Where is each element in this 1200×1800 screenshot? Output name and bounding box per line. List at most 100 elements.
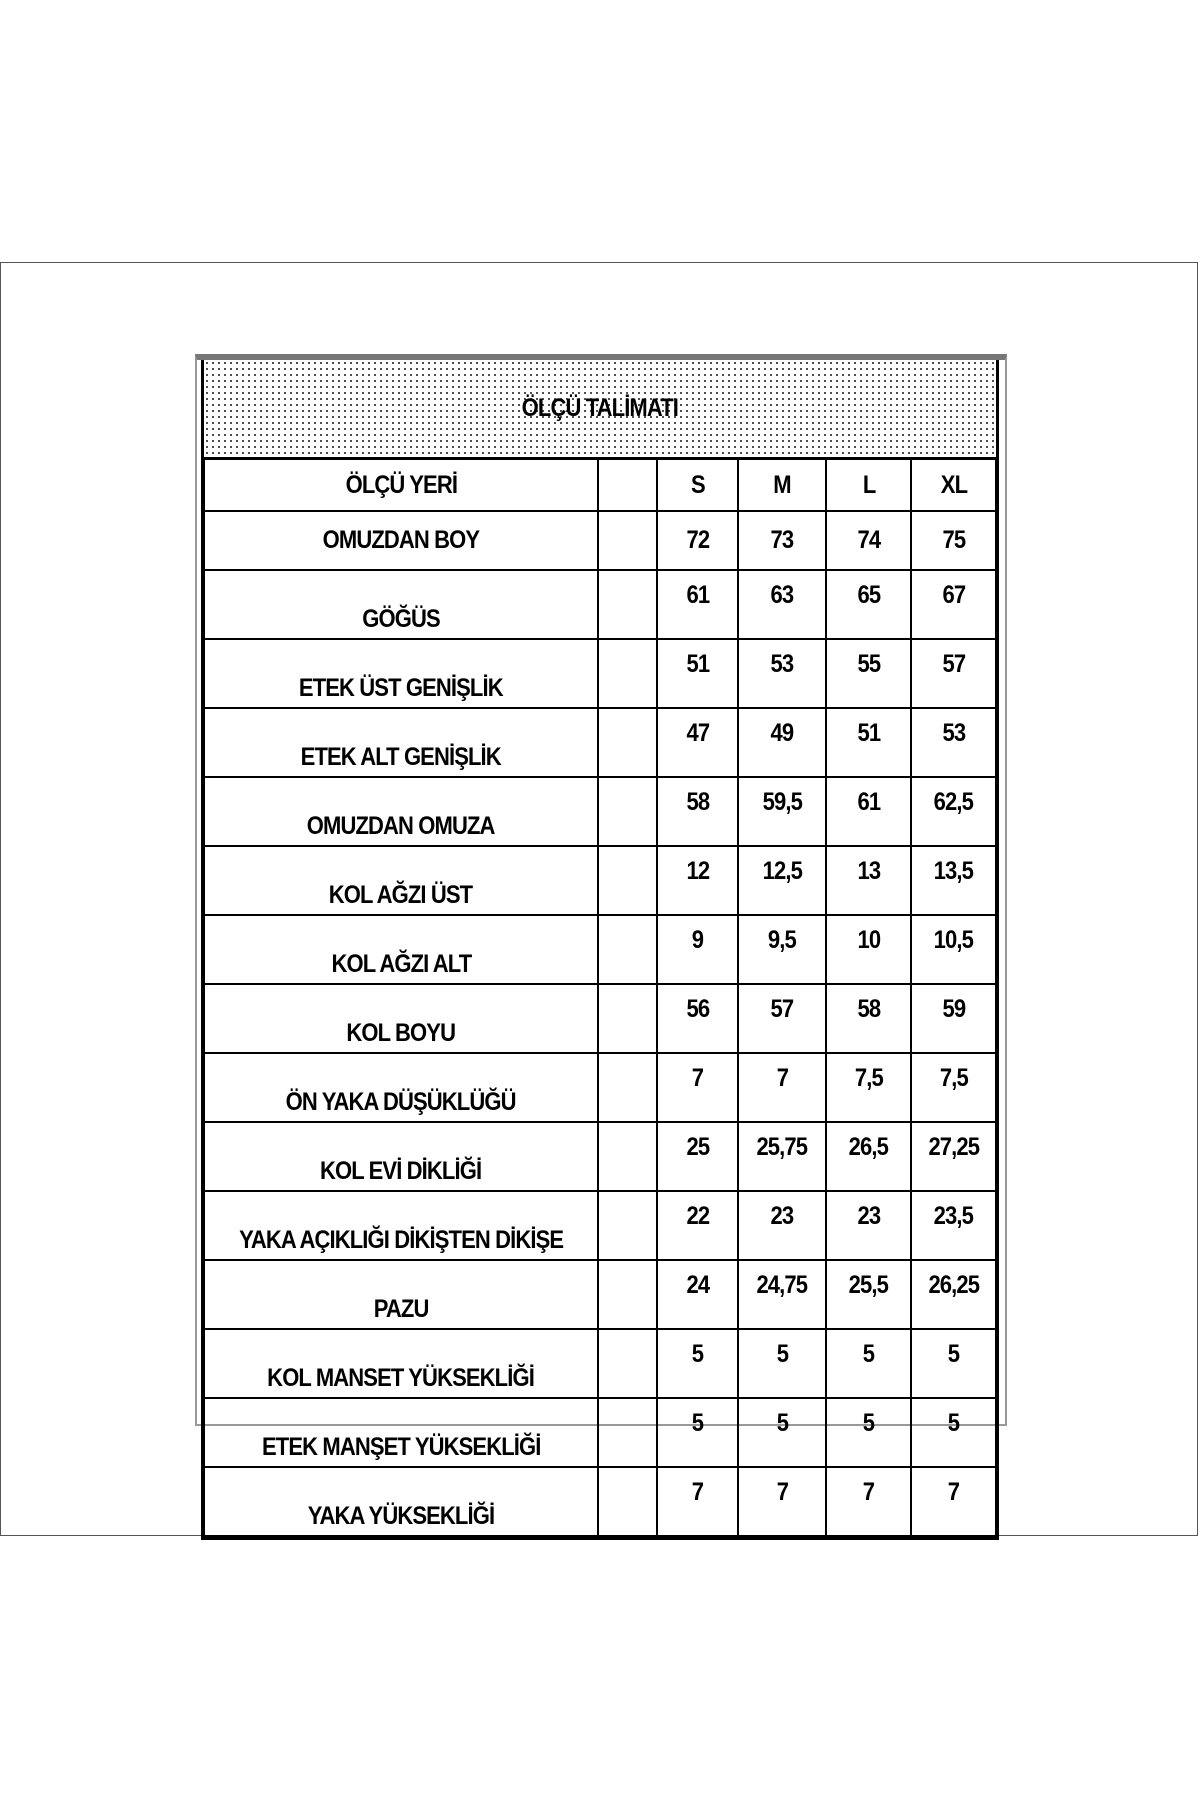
size-value: 61 [655,569,740,640]
measurement-label: KOL AĞZI ALT [202,914,599,985]
measurement-label: OMUZDAN BOY [202,510,599,571]
table-row: PAZU 24 24,75 25,5 26,25 [202,1259,998,1330]
table-row: ETEK MANŞET YÜKSEKLİĞİ 5 5 5 5 [202,1397,998,1468]
table-row: GÖĞÜS 61 63 65 67 [202,569,998,640]
size-value: 10 [824,914,913,985]
size-value: 26,25 [910,1259,998,1330]
size-value: 5 [737,1328,827,1399]
table-row: OMUZDAN BOY 72 73 74 75 [202,510,998,571]
size-value: 62,5 [910,776,998,847]
size-value: 74 [824,510,913,571]
empty-cell [596,457,659,512]
size-value: 7 [655,1466,740,1539]
empty-cell [596,983,659,1054]
measurement-label: KOL MANSET YÜKSEKLİĞİ [202,1328,599,1399]
header-size: L [824,457,913,512]
size-value: 5 [655,1397,740,1468]
size-value: 7 [910,1466,998,1539]
empty-cell [596,638,659,709]
chart-title: ÖLÇÜ TALİMATI [521,394,679,422]
measurement-label: KOL EVİ DİKLİĞİ [202,1121,599,1192]
size-value: 63 [737,569,827,640]
size-value: 67 [910,569,998,640]
size-value: 7 [737,1466,827,1539]
size-value: 56 [655,983,740,1054]
size-value: 73 [737,510,827,571]
size-value: 26,5 [824,1121,913,1192]
size-value: 65 [824,569,913,640]
measurement-label: YAKA AÇIKLIĞI DİKİŞTEN DİKİŞE [202,1190,599,1261]
size-value: 72 [655,510,740,571]
measurement-label: OMUZDAN OMUZA [202,776,599,847]
table-row: KOL AĞZI ALT 9 9,5 10 10,5 [202,914,998,985]
table-row: KOL EVİ DİKLİĞİ 25 25,75 26,5 27,25 [202,1121,998,1192]
empty-cell [596,510,659,571]
size-value: 58 [655,776,740,847]
header-size: XL [910,457,998,512]
size-value: 5 [824,1397,913,1468]
header-size: S [655,457,740,512]
size-value: 7 [655,1052,740,1123]
size-value: 5 [910,1328,998,1399]
table-row: YAKA AÇIKLIĞI DİKİŞTEN DİKİŞE 22 23 23 23,5 [202,1190,998,1261]
size-value: 51 [824,707,913,778]
size-value: 7 [824,1466,913,1539]
measurement-label: ÖN YAKA DÜŞÜKLÜĞÜ [202,1052,599,1123]
size-value: 51 [655,638,740,709]
size-value: 5 [737,1397,827,1468]
size-table: ÖLÇÜ YERİ S M L XL OMUZDAN BOY 72 73 74 75 GÖ… [201,457,999,1540]
size-value: 75 [910,510,998,571]
empty-cell [596,1328,659,1399]
measurement-label: KOL BOYU [202,983,599,1054]
table-row: KOL AĞZI ÜST 12 12,5 13 13,5 [202,845,998,916]
measurement-label: YAKA YÜKSEKLİĞİ [202,1466,599,1539]
measurement-label: GÖĞÜS [202,569,599,640]
size-value: 59 [910,983,998,1054]
size-value: 5 [655,1328,740,1399]
table-row: KOL MANSET YÜKSEKLİĞİ 5 5 5 5 [202,1328,998,1399]
size-value: 23,5 [910,1190,998,1261]
measurement-label: ETEK ÜST GENİŞLİK [202,638,599,709]
size-value: 61 [824,776,913,847]
size-value: 55 [824,638,913,709]
table-row: YAKA YÜKSEKLİĞİ 7 7 7 7 [202,1466,998,1539]
empty-cell [596,1466,659,1539]
size-value: 57 [910,638,998,709]
table-row: OMUZDAN OMUZA 58 59,5 61 62,5 [202,776,998,847]
table-header-row: ÖLÇÜ YERİ S M L XL [202,457,998,512]
size-value: 13 [824,845,913,916]
measurement-label: ETEK MANŞET YÜKSEKLİĞİ [202,1397,599,1468]
size-value: 12,5 [737,845,827,916]
size-value: 58 [824,983,913,1054]
measurement-label: KOL AĞZI ÜST [202,845,599,916]
size-value: 25,5 [824,1259,913,1330]
size-value: 9 [655,914,740,985]
size-value: 7,5 [824,1052,913,1123]
size-value: 22 [655,1190,740,1261]
table-row: ETEK ÜST GENİŞLİK 51 53 55 57 [202,638,998,709]
empty-cell [596,707,659,778]
size-value: 47 [655,707,740,778]
size-value: 53 [737,638,827,709]
size-value: 12 [655,845,740,916]
size-value: 53 [910,707,998,778]
table-row: KOL BOYU 56 57 58 59 [202,983,998,1054]
size-value: 49 [737,707,827,778]
size-value: 24,75 [737,1259,827,1330]
size-value: 10,5 [910,914,998,985]
table-row: ÖN YAKA DÜŞÜKLÜĞÜ 7 7 7,5 7,5 [202,1052,998,1123]
measurement-label: ETEK ALT GENİŞLİK [202,707,599,778]
measurement-label: PAZU [202,1259,599,1330]
size-value: 24 [655,1259,740,1330]
size-value: 23 [824,1190,913,1261]
size-value: 5 [910,1397,998,1468]
empty-cell [596,845,659,916]
table-row: ETEK ALT GENİŞLİK 47 49 51 53 [202,707,998,778]
size-value: 5 [824,1328,913,1399]
empty-cell [596,1052,659,1123]
size-value: 25,75 [737,1121,827,1192]
empty-cell [596,1397,659,1468]
size-value: 7 [737,1052,827,1123]
empty-cell [596,1259,659,1330]
size-value: 23 [737,1190,827,1261]
